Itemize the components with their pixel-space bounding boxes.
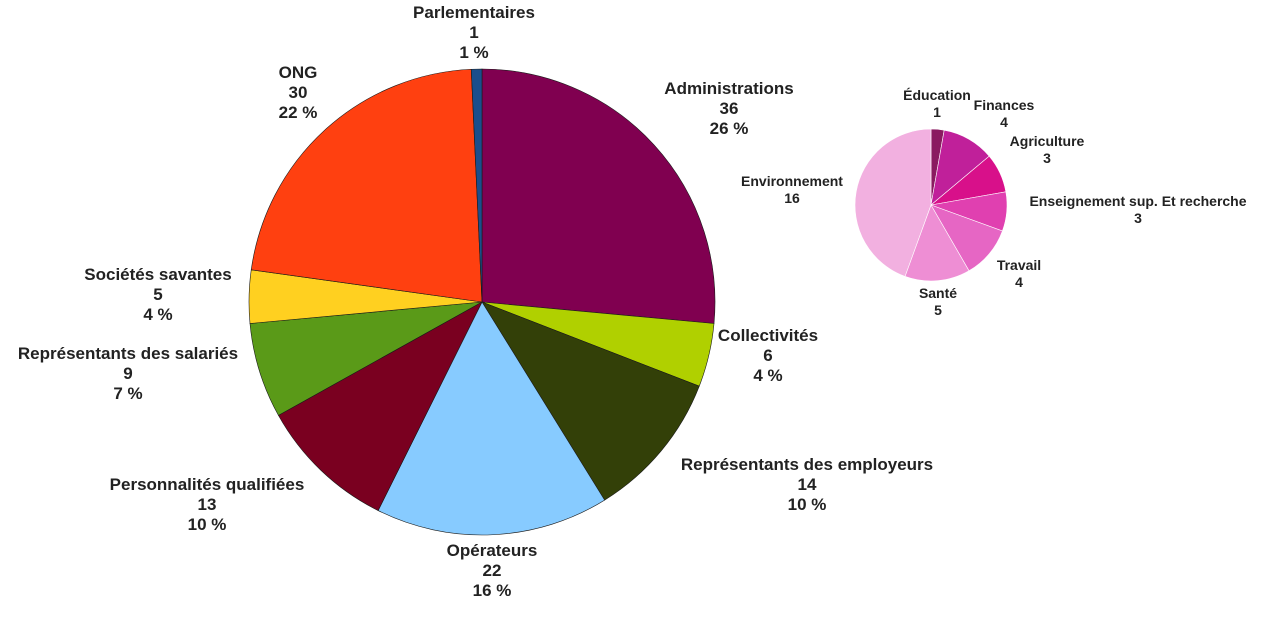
label-name: Environnement (741, 173, 843, 189)
slice-label-environnement: Environnement 16 (741, 173, 843, 206)
label-value: 5 (934, 302, 942, 318)
label-name: Opérateurs (447, 541, 538, 560)
label-name: Sociétés savantes (84, 265, 231, 284)
label-value: 22 (483, 561, 502, 580)
label-percent: 4 % (753, 366, 782, 385)
slice-label-sante: Santé 5 (919, 285, 957, 318)
slice-label-representants-des-salaries: Représentants des salariés 9 7 % (18, 344, 238, 403)
slice-label-operateurs: Opérateurs 22 16 % (447, 541, 538, 600)
slice-label-travail: Travail 4 (997, 257, 1041, 290)
label-percent: 10 % (188, 515, 227, 534)
label-name: Représentants des salariés (18, 344, 238, 363)
slice-label-parlementaires: Parlementaires 1 1 % (413, 3, 535, 62)
pie-slice-administrations (481, 68, 716, 324)
label-percent: 26 % (710, 119, 749, 138)
label-value: 14 (798, 475, 817, 494)
label-name: Éducation (903, 87, 971, 103)
label-name: Représentants des employeurs (681, 455, 933, 474)
label-name: Personnalités qualifiées (110, 475, 305, 494)
label-percent: 1 % (459, 43, 488, 62)
slice-label-agriculture: Agriculture 3 (1010, 133, 1085, 166)
pie-slice-environnement (854, 128, 932, 277)
label-name: Santé (919, 285, 957, 301)
pie-slice-parlementaires (470, 68, 483, 303)
slice-label-personnalites-qualifiees: Personnalités qualifiées 13 10 % (110, 475, 305, 534)
label-name: Collectivités (718, 326, 818, 345)
main-pie-chart: Administrations 36 26 %Collectivités 6 4 %Re… (18, 3, 933, 600)
slice-label-administrations: Administrations 36 26 % (664, 79, 793, 138)
slice-label-finances: Finances 4 (974, 97, 1035, 130)
label-value: 9 (123, 364, 132, 383)
label-percent: 7 % (113, 384, 142, 403)
label-value: 1 (469, 23, 478, 42)
label-value: 16 (784, 190, 800, 206)
label-value: 1 (933, 104, 941, 120)
slice-label-education: Éducation 1 (903, 87, 971, 120)
label-value: 30 (289, 83, 308, 102)
label-value: 3 (1043, 150, 1051, 166)
label-name: Agriculture (1010, 133, 1085, 149)
slice-label-societes-savantes: Sociétés savantes 5 4 % (84, 265, 231, 324)
pie-slice-sante (904, 204, 970, 282)
slice-label-enseignement-sup-et-recherche: Enseignement sup. Et recherche 3 (1029, 193, 1246, 226)
slice-label-collectivites: Collectivités 6 4 % (718, 326, 818, 385)
label-value: 13 (198, 495, 217, 514)
label-percent: 4 % (143, 305, 172, 324)
label-value: 6 (763, 346, 772, 365)
label-percent: 22 % (279, 103, 318, 122)
label-name: ONG (279, 63, 318, 82)
label-name: Finances (974, 97, 1035, 113)
label-value: 5 (153, 285, 162, 304)
pie-slice-personnalites-qualifiees (278, 301, 483, 511)
label-percent: 10 % (788, 495, 827, 514)
pie-slice-representants-des-employeurs (481, 301, 700, 501)
slice-label-ong: ONG 30 22 % (279, 63, 318, 122)
pie-slice-operateurs (377, 301, 606, 536)
label-value: 36 (720, 99, 739, 118)
label-value: 4 (1000, 114, 1008, 130)
label-value: 3 (1134, 210, 1142, 226)
label-name: Parlementaires (413, 3, 535, 22)
slice-label-representants-des-employeurs: Représentants des employeurs 14 10 % (681, 455, 933, 514)
label-value: 4 (1015, 274, 1023, 290)
label-name: Administrations (664, 79, 793, 98)
label-name: Enseignement sup. Et recherche (1029, 193, 1246, 209)
label-name: Travail (997, 257, 1041, 273)
pie-slice-ong (250, 68, 483, 303)
label-percent: 16 % (473, 581, 512, 600)
